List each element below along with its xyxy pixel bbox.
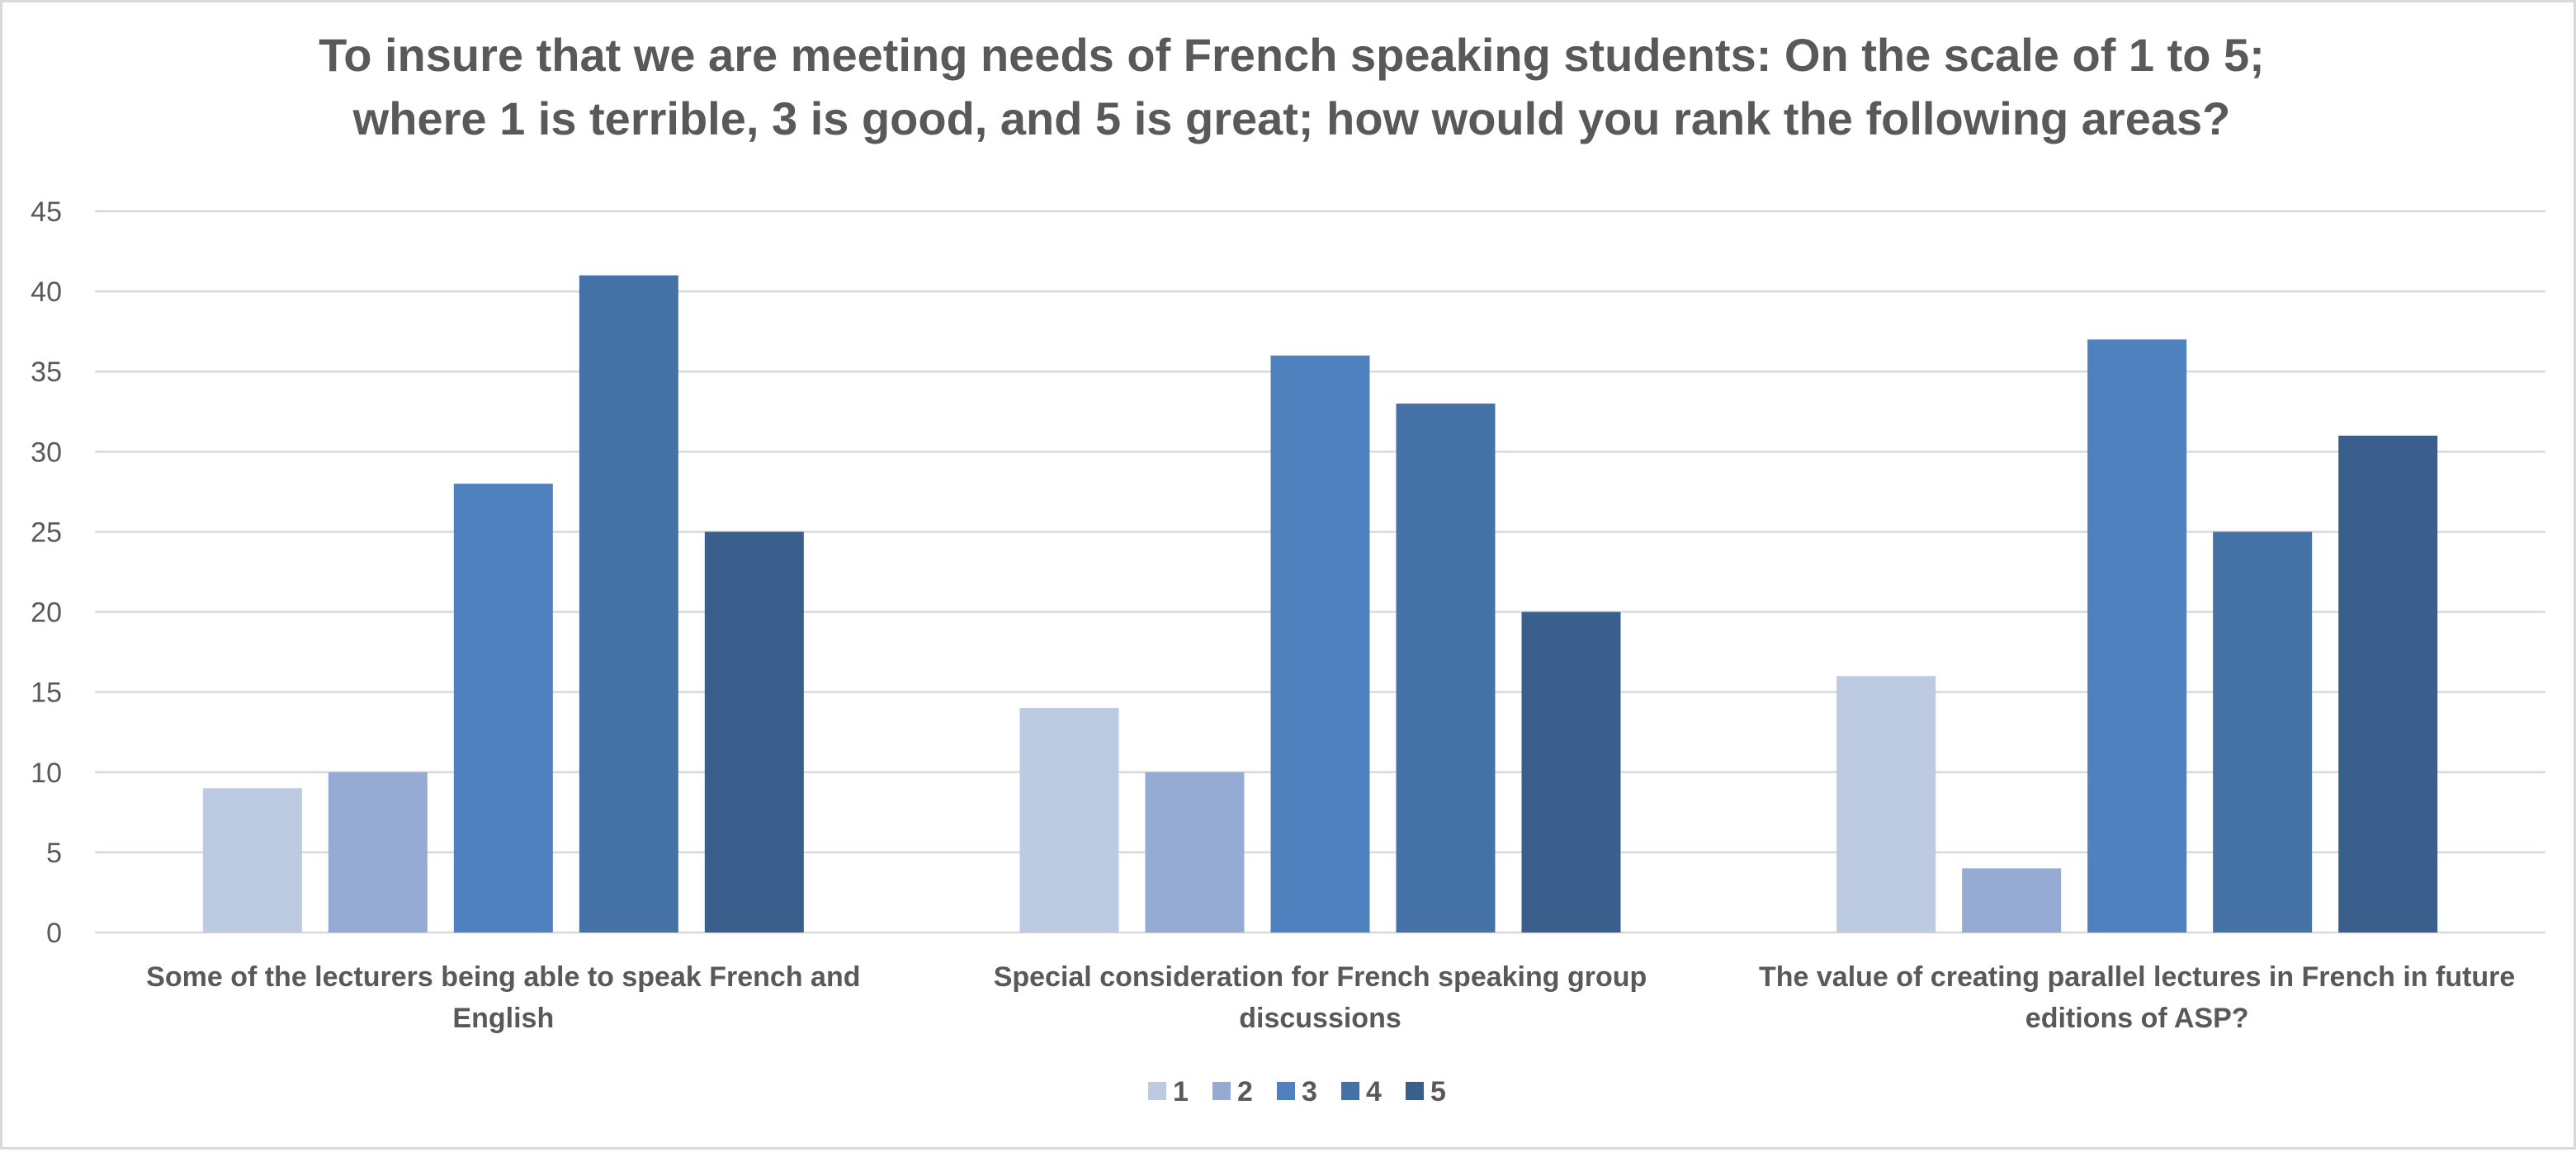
bar-series-3-category-3: [2087, 339, 2187, 932]
legend-swatch-1: [1148, 1082, 1166, 1100]
bar-series-4-category-3: [2213, 531, 2313, 932]
legend-label-1: 1: [1173, 1076, 1189, 1107]
category-label: editions of ASP?: [2025, 1003, 2249, 1034]
bar-series-5-category-3: [2338, 435, 2438, 932]
bar-series-5-category-2: [1521, 611, 1621, 932]
y-tick-label: 5: [46, 838, 62, 869]
bar-series-3-category-1: [453, 484, 553, 932]
y-tick-label: 15: [31, 678, 62, 709]
category-label: English: [452, 1003, 554, 1034]
x-axis-category-labels: Some of the lecturers being able to spea…: [146, 961, 2515, 1034]
legend: 1 2 3 4 5: [1148, 1076, 1446, 1107]
bar-series-5-category-1: [704, 531, 804, 932]
y-tick-label: 35: [31, 356, 62, 388]
bar-series-2-category-2: [1145, 772, 1245, 932]
bar-series-4-category-2: [1396, 404, 1496, 933]
legend-label-3: 3: [1302, 1076, 1317, 1107]
bar-series-2-category-3: [1962, 868, 2062, 932]
y-tick-label: 10: [31, 758, 62, 789]
category-label: Some of the lecturers being able to spea…: [146, 961, 860, 993]
bar-series-2-category-1: [328, 772, 428, 932]
legend-label-5: 5: [1430, 1076, 1446, 1107]
y-tick-label: 40: [31, 276, 62, 308]
y-tick-label: 0: [46, 918, 62, 949]
y-tick-label: 20: [31, 597, 62, 629]
bar-series-1-category-1: [202, 788, 302, 932]
y-tick-label: 25: [31, 517, 62, 548]
legend-swatch-4: [1341, 1082, 1359, 1100]
chart-title-line: To insure that we are meeting needs of F…: [319, 29, 2265, 81]
bar-series-3-category-2: [1270, 355, 1370, 932]
bars: [202, 275, 2438, 933]
y-axis-ticks: 0 5 10 15 20 25 30 35 40 45: [31, 196, 62, 949]
legend-swatch-3: [1277, 1082, 1295, 1100]
legend-label-2: 2: [1237, 1076, 1253, 1107]
category-label: The value of creating parallel lectures …: [1759, 961, 2515, 993]
bar-series-4-category-1: [579, 275, 678, 932]
legend-swatch-5: [1406, 1082, 1424, 1100]
chart-title: To insure that we are meeting needs of F…: [319, 29, 2265, 144]
chart-title-line: where 1 is terrible, 3 is good, and 5 is…: [352, 92, 2231, 144]
legend-label-4: 4: [1366, 1076, 1382, 1107]
bar-series-1-category-2: [1019, 708, 1119, 932]
y-tick-label: 30: [31, 437, 62, 468]
category-label: Special consideration for French speakin…: [994, 961, 1647, 993]
category-label: discussions: [1239, 1003, 1401, 1034]
bar-series-1-category-3: [1836, 676, 1936, 932]
y-tick-label: 45: [31, 196, 62, 228]
legend-swatch-2: [1212, 1082, 1231, 1100]
